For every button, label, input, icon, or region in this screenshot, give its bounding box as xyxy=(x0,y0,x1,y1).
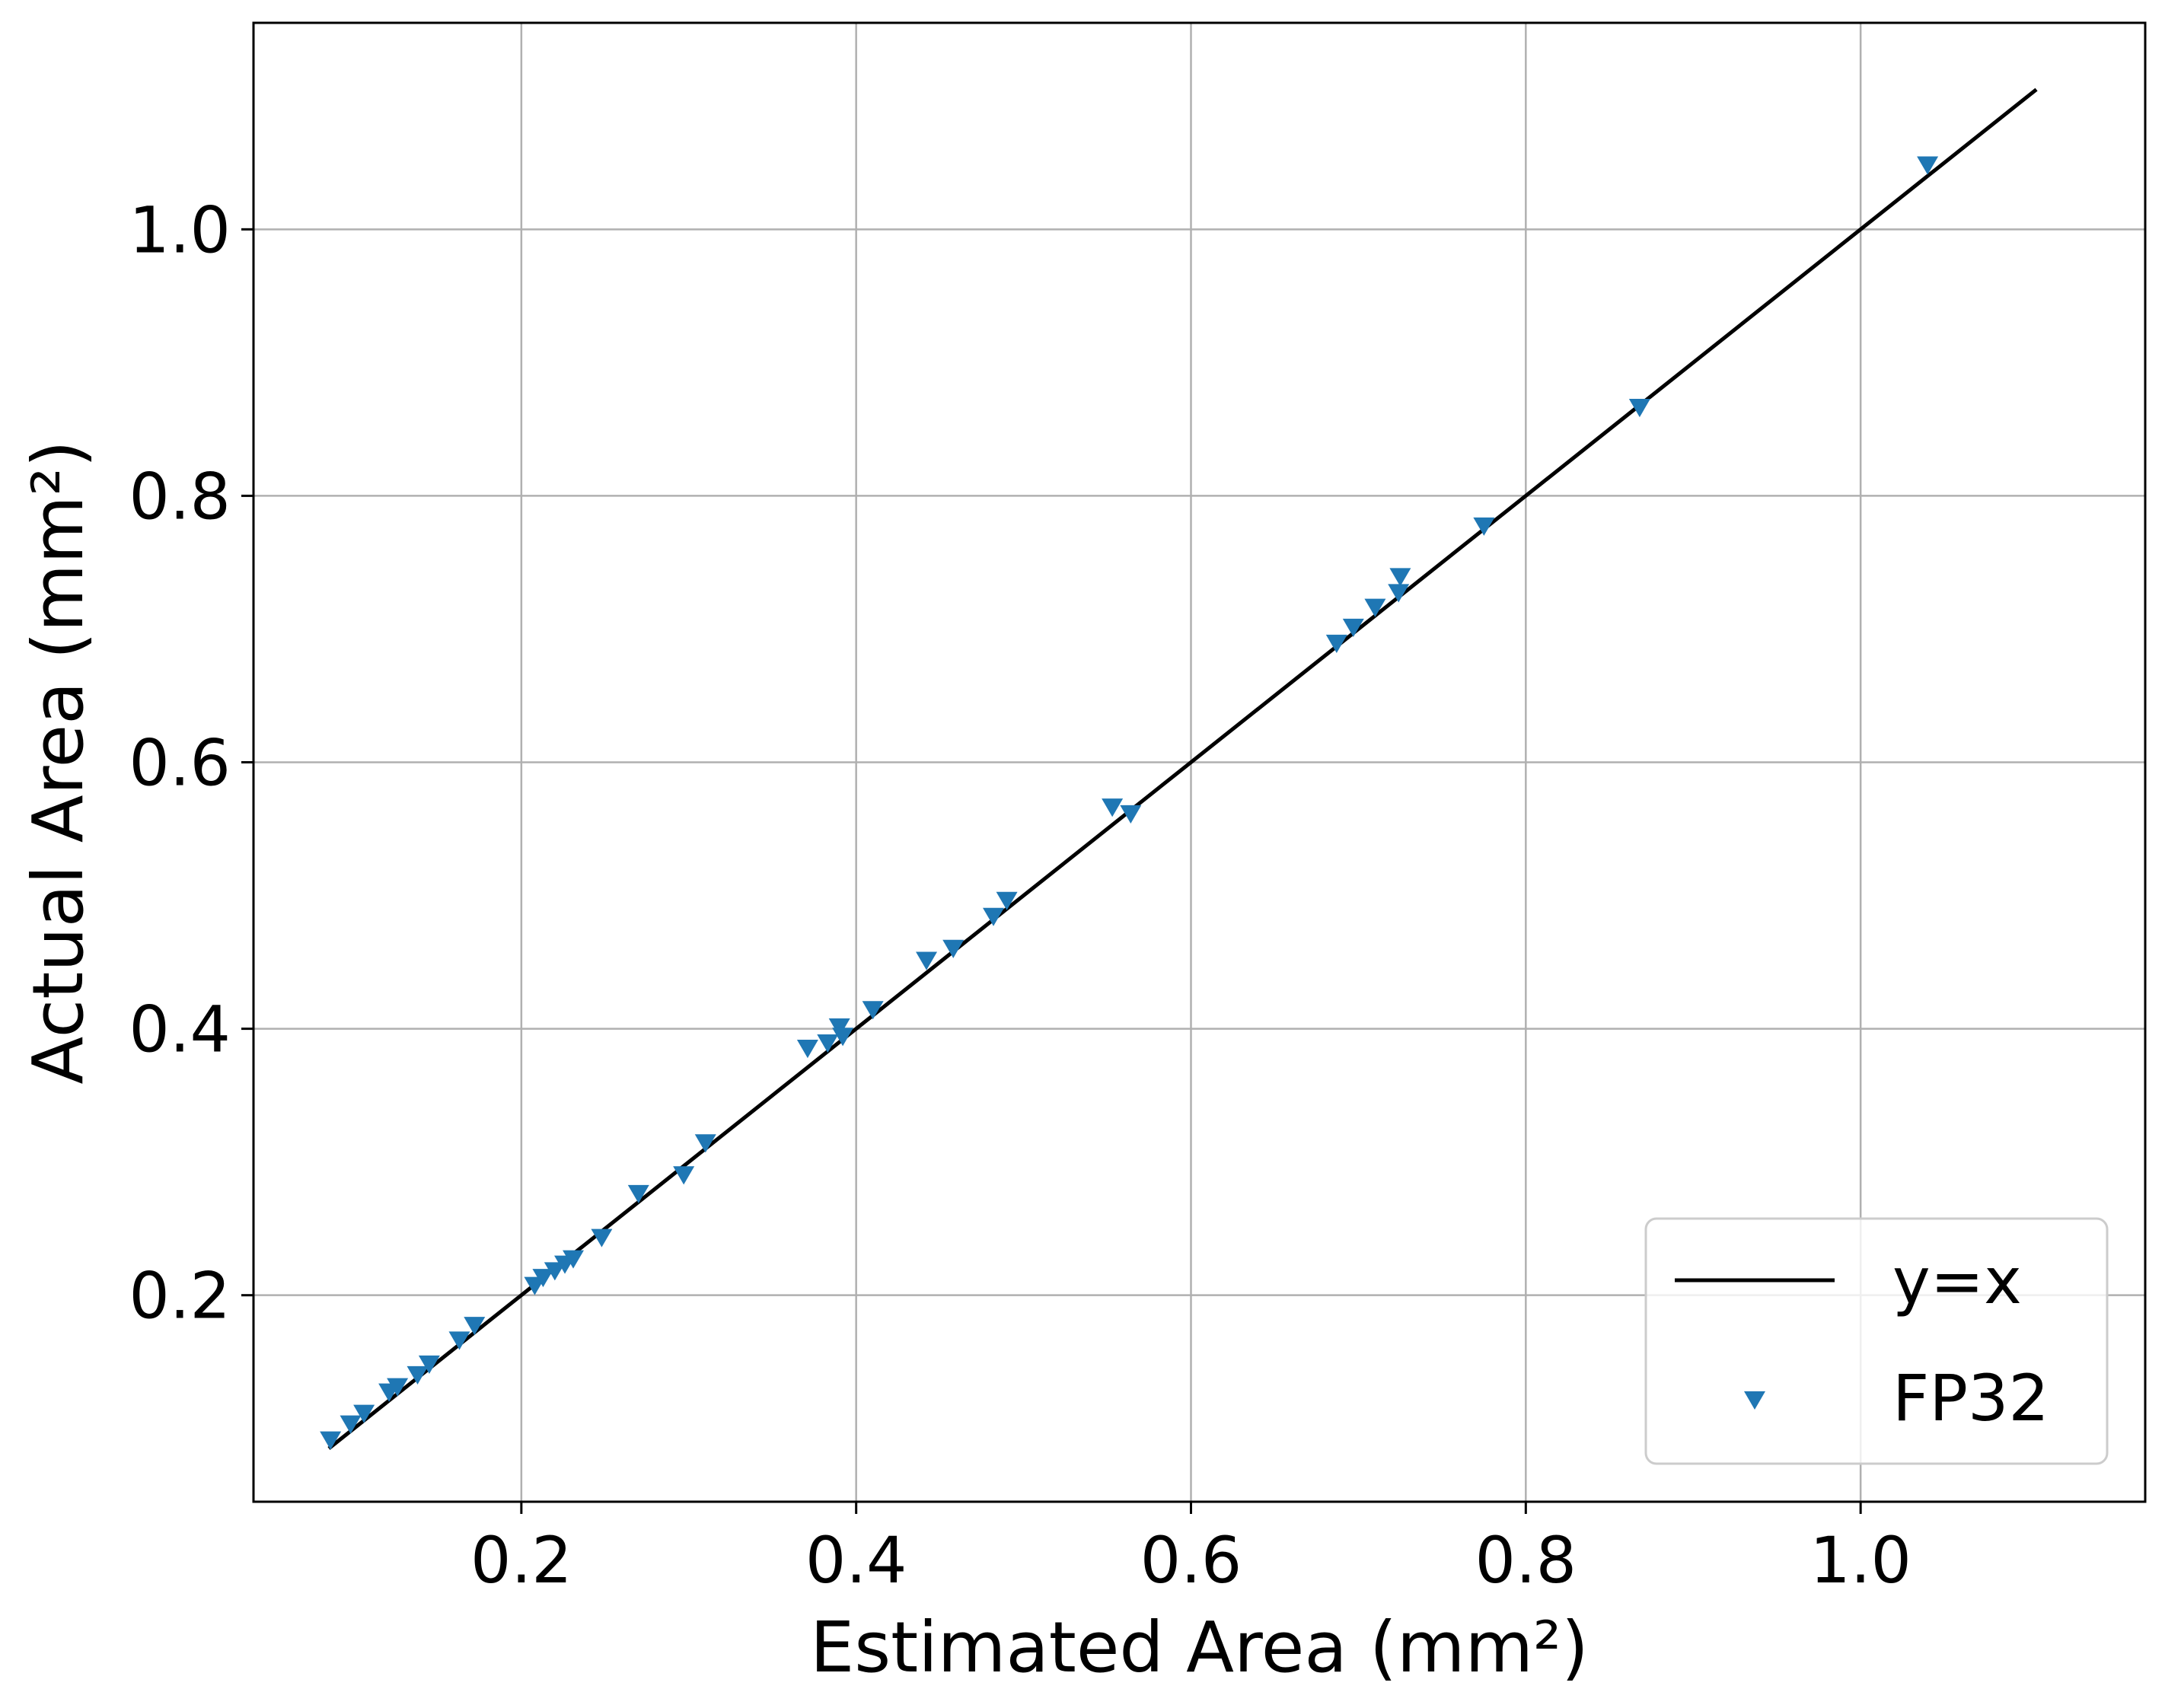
x-tick-label: 1.0 xyxy=(1809,1523,1912,1598)
data-point xyxy=(418,1355,440,1374)
data-point xyxy=(340,1415,362,1434)
data-point xyxy=(1364,598,1386,617)
reference-line-layer xyxy=(327,88,2038,1450)
legend-marker-swatch xyxy=(1744,1391,1765,1410)
data-point xyxy=(1388,584,1410,603)
y-tick-label: 0.4 xyxy=(129,993,231,1067)
data-point xyxy=(832,1028,854,1047)
data-point xyxy=(817,1034,839,1053)
y-axis-label: Actual Area (mm²) xyxy=(18,440,99,1084)
y-tick-label: 0.6 xyxy=(129,726,231,801)
data-point xyxy=(1325,634,1347,653)
data-point xyxy=(1628,399,1650,418)
data-point xyxy=(448,1331,470,1350)
x-axis-label: Estimated Area (mm²) xyxy=(810,1607,1589,1688)
grid-lines xyxy=(253,23,2145,1502)
data-point xyxy=(320,1431,342,1450)
data-point xyxy=(464,1317,486,1336)
y-tick-label: 1.0 xyxy=(129,193,231,267)
data-point xyxy=(916,951,938,970)
data-point xyxy=(1473,517,1495,536)
data-point xyxy=(673,1166,695,1185)
y-tick-label: 0.2 xyxy=(129,1259,231,1334)
data-point xyxy=(796,1040,818,1059)
data-point xyxy=(1120,805,1142,824)
data-point xyxy=(1917,156,1939,175)
data-point xyxy=(1389,568,1411,587)
y-ticks: 0.2 0.4 0.6 0.8 1.0 xyxy=(129,193,253,1334)
scatter-points xyxy=(320,156,1939,1450)
data-point xyxy=(387,1378,409,1397)
data-point xyxy=(1342,618,1364,637)
data-point xyxy=(591,1228,613,1248)
data-point xyxy=(983,907,1005,926)
data-point xyxy=(828,1018,850,1037)
data-point xyxy=(996,891,1018,910)
data-point xyxy=(627,1184,649,1203)
x-tick-label: 0.2 xyxy=(470,1523,572,1598)
data-point xyxy=(407,1365,429,1385)
data-point xyxy=(942,939,965,958)
legend-entry-fp32: FP32 xyxy=(1892,1361,2049,1436)
data-point xyxy=(544,1262,566,1281)
reference-line-y-equals-x xyxy=(327,88,2038,1450)
x-ticks: 0.2 0.4 0.6 0.8 1.0 xyxy=(470,1502,1912,1598)
data-point xyxy=(353,1404,375,1423)
data-point xyxy=(563,1250,585,1269)
x-tick-label: 0.8 xyxy=(1475,1523,1577,1598)
data-point xyxy=(862,1001,884,1020)
x-tick-label: 0.6 xyxy=(1140,1523,1242,1598)
legend-entry-y-equals-x: y=x xyxy=(1892,1244,2022,1318)
data-point xyxy=(532,1269,554,1288)
x-tick-label: 0.4 xyxy=(805,1523,907,1598)
data-point xyxy=(694,1134,716,1153)
legend: y=x FP32 xyxy=(1644,1217,2109,1465)
y-tick-label: 0.8 xyxy=(129,459,231,534)
data-point xyxy=(1102,798,1124,817)
